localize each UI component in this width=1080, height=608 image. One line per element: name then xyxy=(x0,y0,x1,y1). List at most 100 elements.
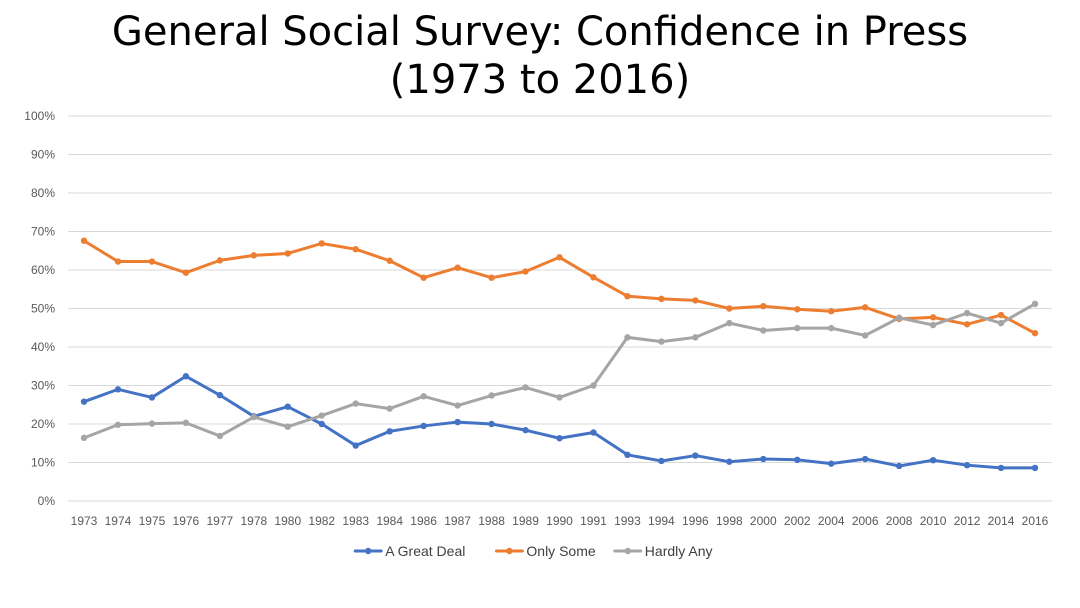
x-tick-label: 1984 xyxy=(376,514,403,528)
x-tick-label: 2002 xyxy=(784,514,811,528)
x-tick-label: 2012 xyxy=(954,514,981,528)
data-point xyxy=(794,306,801,313)
legend: A Great Deal Only Some Hardly Any xyxy=(353,543,713,559)
data-point xyxy=(760,455,767,463)
data-point xyxy=(182,269,190,276)
legend-label: A Great Deal xyxy=(385,543,465,559)
x-tick-label: 1990 xyxy=(546,514,573,528)
x-tick-label: 2000 xyxy=(750,514,777,528)
data-point xyxy=(352,400,359,407)
data-point xyxy=(692,334,699,341)
x-tick-label: 1976 xyxy=(173,514,200,528)
x-tick-label: 1991 xyxy=(580,514,607,528)
y-tick-label: 100% xyxy=(24,109,55,123)
x-tick-label: 2004 xyxy=(818,514,845,528)
data-point xyxy=(590,382,597,389)
data-point xyxy=(522,426,529,434)
data-point xyxy=(963,309,971,317)
y-tick-label: 0% xyxy=(38,494,56,508)
x-tick-label: 2014 xyxy=(988,514,1015,528)
chart-title-line-2: (1973 to 2016) xyxy=(389,57,691,103)
x-tick-label: 1998 xyxy=(716,514,743,528)
data-point xyxy=(488,274,495,281)
x-tick-label: 1977 xyxy=(207,514,234,528)
data-point xyxy=(420,274,427,281)
data-point xyxy=(828,307,835,315)
legend-item-a-great-deal: A Great Deal xyxy=(353,543,465,559)
data-point xyxy=(114,258,122,265)
x-tick-label: 1988 xyxy=(478,514,505,528)
data-point xyxy=(556,254,563,261)
legend-marker xyxy=(624,547,631,555)
data-point xyxy=(590,429,597,436)
x-tick-label: 2016 xyxy=(1022,514,1049,528)
data-point xyxy=(420,393,427,400)
data-point xyxy=(760,327,767,334)
data-point xyxy=(284,403,291,410)
y-tick-label: 10% xyxy=(31,456,55,470)
data-point xyxy=(148,420,156,427)
x-tick-label: 1974 xyxy=(105,514,132,528)
data-point xyxy=(726,458,733,465)
data-point xyxy=(318,412,325,419)
data-point xyxy=(250,413,258,421)
data-point xyxy=(624,292,631,300)
data-point xyxy=(963,321,971,328)
x-tick-label: 1994 xyxy=(648,514,675,528)
series-hardly-any xyxy=(80,300,1039,442)
data-point xyxy=(216,391,224,399)
data-point xyxy=(556,394,563,401)
y-tick-label: 20% xyxy=(31,417,55,431)
data-point xyxy=(1031,300,1039,308)
data-point xyxy=(590,274,597,281)
gridlines xyxy=(68,115,1052,502)
data-point xyxy=(997,464,1005,472)
x-tick-label: 1996 xyxy=(682,514,709,528)
chart-title-line-1: General Social Survey: Confidence in Pre… xyxy=(111,9,969,55)
x-tick-label: 2006 xyxy=(852,514,879,528)
data-point xyxy=(522,384,529,391)
data-point xyxy=(624,451,631,458)
data-point xyxy=(624,334,631,341)
data-point xyxy=(726,305,733,312)
y-tick-label: 40% xyxy=(31,340,55,354)
data-point xyxy=(658,457,665,465)
series-lines xyxy=(80,237,1039,472)
data-point xyxy=(726,319,733,327)
series-a-great-deal xyxy=(80,373,1039,472)
data-point xyxy=(182,373,190,380)
data-point xyxy=(692,297,699,304)
series-only-some xyxy=(80,237,1039,337)
data-point xyxy=(861,304,869,311)
series-line-a-great-deal xyxy=(82,374,1037,470)
data-point xyxy=(522,268,529,275)
data-point xyxy=(352,246,359,253)
data-point xyxy=(250,252,258,259)
y-tick-label: 60% xyxy=(31,263,55,277)
data-point xyxy=(318,240,325,247)
data-point xyxy=(216,432,224,440)
y-tick-label: 50% xyxy=(31,302,55,316)
data-point xyxy=(760,302,767,310)
data-point xyxy=(80,237,88,244)
data-point xyxy=(929,321,937,329)
data-point xyxy=(386,428,393,435)
data-point xyxy=(794,324,801,332)
data-point xyxy=(997,319,1005,327)
y-tick-label: 90% xyxy=(31,148,55,162)
data-point xyxy=(454,418,461,426)
data-point xyxy=(80,398,88,405)
series-line-hardly-any xyxy=(82,302,1037,440)
data-point xyxy=(488,420,495,428)
y-tick-label: 80% xyxy=(31,186,55,200)
data-point xyxy=(895,314,903,321)
data-point xyxy=(454,264,461,271)
data-point xyxy=(80,434,88,442)
x-tick-label: 1973 xyxy=(71,514,98,528)
data-point xyxy=(148,258,156,265)
legend-marker xyxy=(506,547,513,555)
data-point xyxy=(488,392,495,399)
legend-label: Only Some xyxy=(526,543,595,559)
x-tick-label: 1986 xyxy=(410,514,437,528)
